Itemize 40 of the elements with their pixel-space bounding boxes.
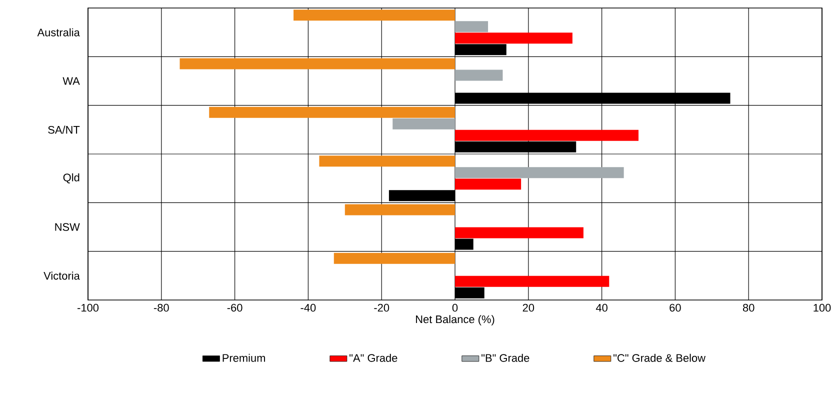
legend-label: Premium [222,354,265,362]
legend-label: "A" Grade [350,354,398,362]
bar [344,204,456,216]
bar [180,58,456,70]
bar [455,70,503,81]
bar [294,10,456,21]
x-tick-label: -100 [78,304,99,312]
x-tick-label: 20 [522,304,534,312]
x-tick-label: 60 [670,304,681,312]
bar [455,276,610,287]
x-tick-label: -40 [300,304,316,312]
x-axis-title: Net Balance (%) [416,315,494,326]
bar [455,130,639,141]
bar [334,252,456,264]
x-tick-label: -80 [154,304,169,312]
y-tick-label: NSW [55,223,80,231]
legend-label: "B" Grade [482,354,530,362]
bar [455,227,584,238]
bar [392,118,456,130]
bar [455,141,576,152]
x-tick-label: 100 [814,304,831,312]
y-tick-label: Australia [37,28,80,36]
x-tick-label: 80 [742,304,754,312]
bar [209,106,456,118]
y-tick-label: Qld [63,173,80,184]
bar [388,190,456,202]
bar [455,21,488,32]
y-tick-label: Victoria [44,272,80,280]
x-tick-label: -20 [374,304,390,312]
legend-label: "C" Grade & Below [614,354,706,362]
x-tick-label: 0 [452,304,458,312]
y-tick-label: SA/NT [48,126,80,134]
bar [455,167,624,178]
bar [455,92,730,104]
y-tick-label: WA [62,77,80,85]
bar [319,156,456,167]
bar [455,32,572,44]
bar [455,178,522,190]
x-tick-label: 40 [596,304,608,312]
x-tick-label: -60 [227,304,242,312]
